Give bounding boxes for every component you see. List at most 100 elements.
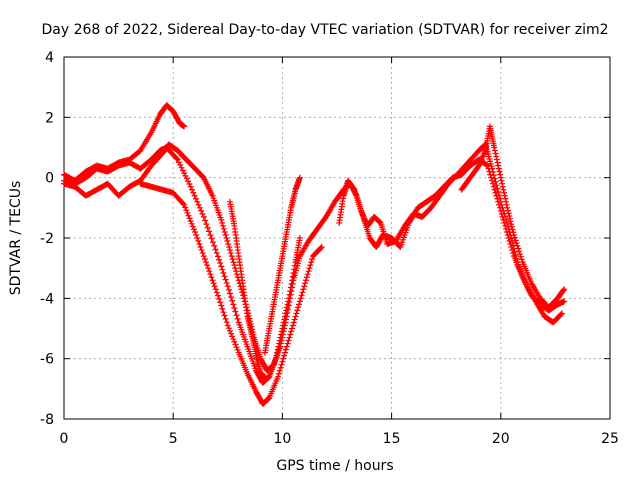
data-point — [220, 225, 227, 232]
data-point — [232, 308, 239, 315]
data-point — [230, 336, 237, 343]
data-point — [181, 170, 188, 177]
data-point — [497, 171, 504, 178]
data-point — [506, 215, 513, 222]
data-point — [211, 283, 218, 290]
data-point — [288, 328, 295, 335]
data-point — [281, 352, 288, 359]
data-point — [484, 162, 491, 169]
data-point — [273, 352, 280, 359]
data-point — [497, 198, 504, 205]
data-point — [216, 295, 223, 302]
data-point — [261, 349, 268, 356]
y-tick-label: -2 — [40, 231, 54, 247]
data-point — [516, 248, 523, 255]
data-point — [483, 161, 490, 168]
data-point — [303, 274, 310, 281]
data-point — [489, 165, 496, 172]
data-point — [218, 263, 225, 270]
data-point — [202, 217, 209, 224]
data-point — [495, 188, 502, 195]
data-point — [496, 168, 503, 175]
data-point — [185, 212, 192, 219]
data-point — [510, 229, 517, 236]
data-point — [276, 340, 283, 347]
data-point — [501, 189, 508, 196]
y-axis-label: SDTVAR / TECUs — [8, 181, 24, 296]
data-point — [221, 312, 228, 319]
data-point — [188, 186, 195, 193]
data-point — [558, 311, 565, 318]
series-3 — [137, 180, 325, 407]
data-point — [178, 164, 185, 171]
data-point — [234, 346, 241, 353]
data-point — [224, 322, 231, 329]
data-point — [294, 307, 301, 314]
data-point — [512, 237, 519, 244]
data-point — [293, 310, 300, 317]
data-point — [175, 159, 182, 166]
data-point — [193, 231, 200, 238]
data-point — [231, 262, 238, 269]
data-point — [186, 215, 193, 222]
data-point — [558, 310, 565, 317]
data-point — [510, 242, 517, 249]
data-point — [308, 259, 315, 266]
data-point — [219, 222, 226, 229]
x-tick-label: 20 — [492, 431, 510, 447]
data-point — [285, 295, 292, 302]
data-point — [282, 346, 289, 353]
data-point — [503, 201, 510, 208]
data-point — [281, 316, 288, 323]
data-point — [295, 301, 302, 308]
data-point — [492, 150, 499, 157]
data-point — [232, 265, 239, 272]
data-point — [495, 162, 502, 169]
data-point — [289, 322, 296, 329]
data-point — [224, 283, 231, 290]
data-point — [493, 156, 500, 163]
data-point — [287, 288, 294, 295]
x-axis-label: GPS time / hours — [276, 458, 393, 474]
data-point — [283, 307, 290, 314]
y-tick-label: -8 — [40, 412, 54, 428]
data-point — [211, 242, 218, 249]
data-point — [226, 244, 233, 251]
data-point — [518, 256, 525, 263]
data-point — [197, 244, 204, 251]
data-point — [283, 304, 290, 311]
data-point — [222, 315, 229, 322]
data-point — [182, 172, 189, 179]
data-point — [286, 334, 293, 341]
data-point — [276, 337, 283, 344]
data-point — [377, 219, 384, 226]
data-point — [275, 373, 282, 380]
data-point — [499, 180, 506, 187]
data-point — [306, 265, 313, 272]
data-point — [494, 185, 501, 192]
data-point — [217, 260, 224, 267]
data-point — [225, 241, 232, 248]
data-point — [219, 219, 226, 226]
data-point — [297, 295, 304, 302]
data-point — [182, 204, 189, 211]
data-point — [299, 289, 306, 296]
data-point — [317, 244, 324, 251]
data-point — [318, 244, 325, 251]
data-point — [279, 325, 286, 332]
data-point — [492, 178, 499, 185]
data-point — [513, 255, 520, 262]
data-point — [199, 210, 206, 217]
series-2 — [61, 144, 303, 386]
data-point — [229, 256, 236, 263]
data-point — [492, 189, 499, 196]
data-point — [291, 266, 298, 273]
data-point — [560, 287, 567, 294]
data-point — [229, 333, 236, 340]
data-point — [264, 374, 271, 381]
y-tick-label: 2 — [45, 110, 54, 126]
data-point — [207, 231, 214, 238]
data-point — [224, 238, 231, 245]
data-point — [517, 253, 524, 260]
